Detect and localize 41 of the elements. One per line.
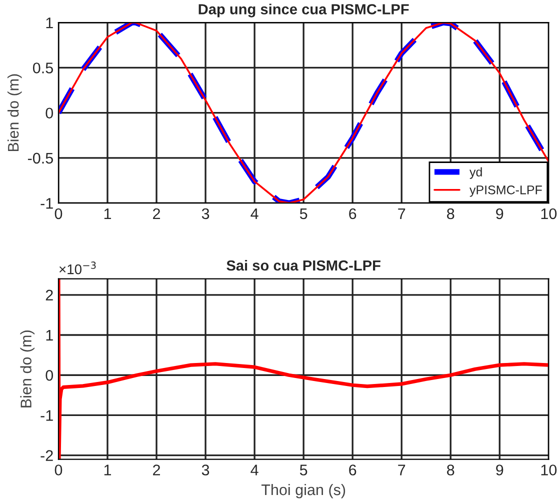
y-tick-label: 1: [46, 330, 53, 341]
text: ×10$^{−3}$: [59, 262, 96, 274]
x-tick-label: 8: [447, 208, 454, 220]
y-tick-label: 0: [46, 108, 54, 119]
y-tick-label: 0: [46, 370, 54, 381]
y-tick-label: -2: [40, 450, 53, 461]
y-tick-label: 0.5: [32, 62, 53, 74]
x-tick-label: 5: [300, 208, 308, 220]
x-tick-label: 10: [541, 464, 557, 476]
x-tick-label: 6: [349, 208, 356, 220]
x-tick-label: 7: [398, 464, 406, 476]
x-tick-label: 9: [496, 464, 504, 476]
legend-label: yd: [470, 167, 482, 179]
x-tick-label: 2: [153, 208, 160, 219]
x-tick-label: 2: [153, 464, 160, 476]
line-series: [58, 278, 549, 460]
x-tick-label: 4: [250, 208, 258, 219]
x-tick-label: 3: [202, 464, 210, 476]
x-tick-label: 1: [104, 464, 112, 476]
y-axis-title: Bien do (m): [20, 330, 34, 408]
x-tick-label: 6: [349, 464, 356, 476]
chart-title: Sai so cua PISMC-LPF: [226, 260, 380, 271]
y-tick-label: -1: [40, 198, 53, 209]
y-tick-label: 1: [46, 18, 53, 28]
x-tick-label: 7: [398, 208, 406, 219]
x-tick-label: 9: [496, 208, 504, 220]
legend-label: yPISMC-LPF: [470, 185, 542, 197]
y-tick-label: 2: [46, 290, 53, 300]
y-tick-label: -1: [40, 410, 53, 421]
x-axis-title: Thoi gian (s): [261, 484, 346, 498]
x-tick-label: 5: [300, 464, 308, 476]
x-tick-label: 1: [104, 208, 112, 219]
x-tick-label: 0: [54, 464, 62, 476]
y-axis-title: Bien do (m): [8, 74, 22, 152]
x-tick-label: 4: [250, 464, 258, 476]
x-tick-label: 3: [202, 208, 210, 220]
x-tick-label: 10: [541, 208, 557, 220]
chart-title: Dap ung since cua PISMC-LPF: [198, 4, 409, 18]
y-tick-label: -0.5: [28, 152, 53, 164]
x-tick-label: 0: [54, 208, 62, 220]
x-tick-label: 8: [447, 464, 454, 476]
